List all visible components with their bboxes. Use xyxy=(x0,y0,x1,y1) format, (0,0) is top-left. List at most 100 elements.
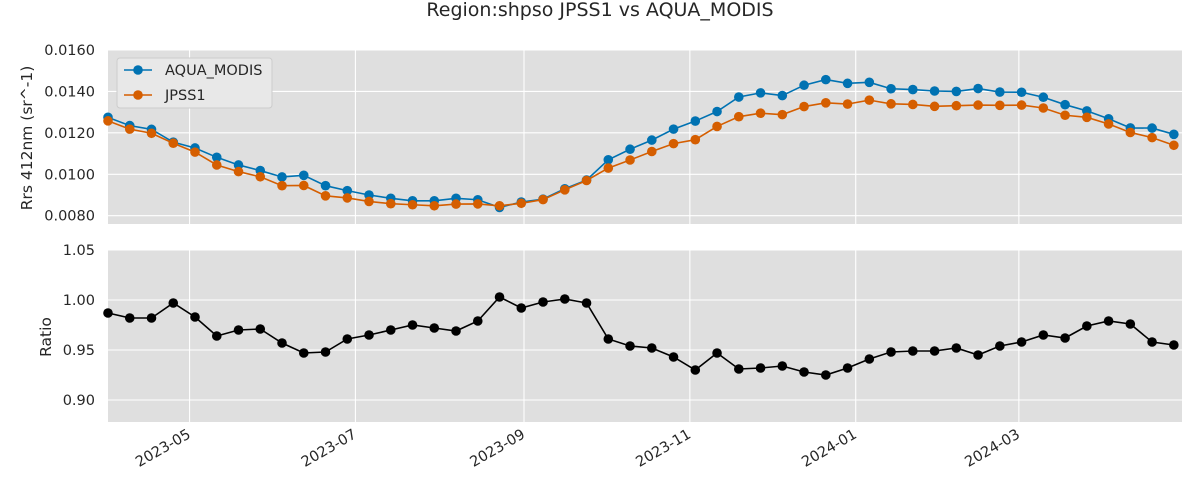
top-point-aqua-modis-39 xyxy=(951,86,962,97)
top-point-aqua-modis-49 xyxy=(1169,129,1179,140)
bottom-point-series-0-5 xyxy=(211,331,222,341)
top-point-jpss1-27 xyxy=(690,134,701,145)
top-point-jpss1-34 xyxy=(842,99,853,109)
top-y-tick-4: 0.0160 xyxy=(44,43,95,59)
bottom-grid xyxy=(108,249,1182,422)
top-point-jpss1-32 xyxy=(799,101,809,112)
bottom-y-tick-3: 1.05 xyxy=(63,243,95,259)
bottom-point-series-0-27 xyxy=(690,365,701,375)
bottom-point-series-0-2 xyxy=(146,313,157,323)
top-point-aqua-modis-9 xyxy=(298,170,309,181)
legend-box xyxy=(116,57,273,109)
bottom-point-series-0-14 xyxy=(407,320,418,330)
bottom-point-series-0-44 xyxy=(1060,333,1070,343)
top-point-aqua-modis-23 xyxy=(603,154,614,165)
bottom-point-series-0-7 xyxy=(255,324,266,334)
top-point-aqua-modis-34 xyxy=(842,78,853,89)
bottom-series-lines xyxy=(103,292,1179,380)
bottom-y-tick-labels: 0.90 0.95 1.00 1.05 xyxy=(63,243,95,409)
bottom-point-series-0-34 xyxy=(842,363,853,373)
bottom-point-series-0-43 xyxy=(1038,330,1049,340)
top-point-jpss1-33 xyxy=(821,98,831,108)
top-point-jpss1-48 xyxy=(1147,132,1157,143)
top-point-jpss1-4 xyxy=(190,147,200,157)
legend: AQUA_MODIS JPSS1 xyxy=(116,57,273,109)
top-point-jpss1-37 xyxy=(908,99,918,110)
bottom-point-series-0-12 xyxy=(364,330,374,340)
top-point-jpss1-15 xyxy=(429,200,440,211)
top-point-jpss1-39 xyxy=(951,100,962,111)
bottom-point-series-0-35 xyxy=(864,354,875,364)
bottom-point-series-0-1 xyxy=(124,313,135,323)
top-point-aqua-modis-42 xyxy=(1016,87,1027,98)
top-plot-background xyxy=(108,50,1182,224)
top-point-jpss1-16 xyxy=(451,199,461,209)
top-point-aqua-modis-5 xyxy=(211,152,222,163)
top-panel: 0.0080 0.0100 0.0120 0.0140 0.0160 Rrs 412nm… xyxy=(18,43,1182,225)
top-point-jpss1-42 xyxy=(1016,100,1027,110)
top-point-jpss1-28 xyxy=(712,121,722,132)
bottom-point-series-0-48 xyxy=(1147,337,1157,347)
chart-title: Region:shpso JPSS1 vs AQUA_MODIS xyxy=(426,0,773,21)
bottom-point-series-0-36 xyxy=(886,347,896,357)
top-y-tick-2: 0.0120 xyxy=(44,126,95,142)
bottom-point-series-0-21 xyxy=(559,294,570,304)
bottom-point-series-0-33 xyxy=(821,370,831,380)
top-point-aqua-modis-25 xyxy=(647,135,657,145)
top-point-jpss1-12 xyxy=(364,196,374,207)
bottom-point-series-0-26 xyxy=(668,352,679,362)
top-point-aqua-modis-31 xyxy=(777,90,788,101)
bottom-plot-background xyxy=(108,250,1182,422)
bottom-point-series-0-17 xyxy=(472,316,483,326)
top-point-aqua-modis-29 xyxy=(734,92,744,102)
top-point-jpss1-49 xyxy=(1169,140,1179,151)
bottom-point-series-0-18 xyxy=(494,292,505,302)
top-point-aqua-modis-28 xyxy=(712,106,722,117)
top-y-tick-0: 0.0080 xyxy=(44,209,95,225)
top-point-aqua-modis-41 xyxy=(995,87,1005,97)
top-point-jpss1-45 xyxy=(1082,112,1092,123)
top-point-aqua-modis-35 xyxy=(864,77,875,88)
bottom-point-series-0-9 xyxy=(298,348,309,358)
bottom-point-series-0-10 xyxy=(320,347,331,357)
bottom-point-series-0-22 xyxy=(581,298,592,308)
top-point-jpss1-10 xyxy=(320,191,331,201)
bottom-point-series-0-28 xyxy=(712,348,722,358)
bottom-y-tick-1: 0.95 xyxy=(63,343,95,359)
top-point-aqua-modis-26 xyxy=(668,124,679,134)
top-point-jpss1-20 xyxy=(538,194,548,205)
bottom-point-series-0-23 xyxy=(603,334,614,344)
legend-label-aqua-modis: AQUA_MODIS xyxy=(165,63,262,79)
bottom-point-series-0-41 xyxy=(995,341,1005,351)
top-point-jpss1-24 xyxy=(625,155,635,165)
top-point-jpss1-5 xyxy=(211,160,222,170)
top-point-aqua-modis-27 xyxy=(690,116,701,126)
top-point-jpss1-14 xyxy=(407,199,418,210)
x-tick-5: 2024-03 xyxy=(962,427,1022,471)
bottom-point-series-0-29 xyxy=(734,364,744,374)
bottom-point-series-0-13 xyxy=(385,325,396,335)
legend-marker-jpss1 xyxy=(133,90,143,100)
top-point-jpss1-38 xyxy=(929,101,940,112)
x-tick-labels: 2023-05 2023-07 2023-09 2023-11 2024-01 2024-… xyxy=(133,427,1023,471)
top-point-jpss1-40 xyxy=(973,100,983,110)
bottom-point-series-0-37 xyxy=(908,346,918,356)
top-point-jpss1-29 xyxy=(734,111,744,122)
bottom-point-series-0-47 xyxy=(1125,319,1136,329)
top-point-aqua-modis-24 xyxy=(625,144,635,155)
top-point-jpss1-19 xyxy=(516,198,527,209)
top-point-aqua-modis-38 xyxy=(929,86,940,96)
top-point-aqua-modis-8 xyxy=(277,172,287,182)
x-tick-1: 2023-07 xyxy=(299,427,359,471)
bottom-point-series-0-30 xyxy=(755,363,766,373)
top-point-aqua-modis-33 xyxy=(821,74,831,85)
top-point-jpss1-1 xyxy=(124,124,135,134)
top-point-jpss1-30 xyxy=(755,108,766,118)
x-tick-3: 2023-11 xyxy=(633,427,693,471)
bottom-point-series-0-49 xyxy=(1169,340,1179,350)
bottom-point-series-0-16 xyxy=(451,326,461,336)
legend-marker-aqua-modis xyxy=(133,65,143,75)
bottom-point-series-0-40 xyxy=(973,350,983,360)
top-point-jpss1-25 xyxy=(647,146,657,157)
